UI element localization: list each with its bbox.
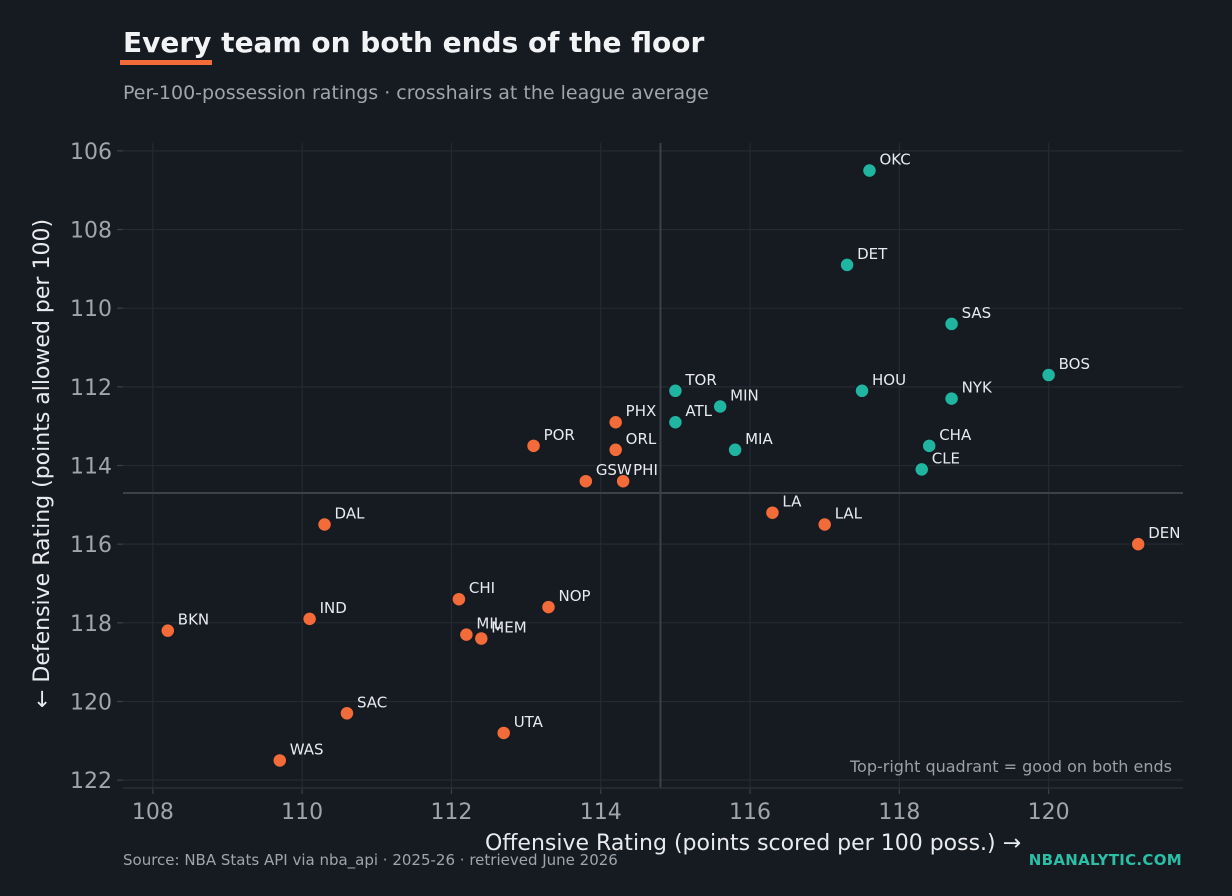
brand-link[interactable]: NBANALYTIC.COM <box>1028 851 1182 869</box>
team-point-uta[interactable] <box>495 725 512 741</box>
team-point-was[interactable] <box>272 752 288 769</box>
team-label-det: DET <box>857 245 888 263</box>
team-point-sac[interactable] <box>339 705 355 722</box>
x-tick-label: 108 <box>132 800 174 825</box>
team-point-por[interactable] <box>525 438 542 454</box>
team-point-cha[interactable] <box>921 438 937 454</box>
team-label-por: POR <box>544 426 575 444</box>
team-point-okc[interactable] <box>861 162 878 179</box>
team-label-mem: MEM <box>491 619 526 637</box>
y-tick-label: 116 <box>70 533 112 558</box>
team-label-phx: PHX <box>626 402 657 420</box>
x-tick-label: 116 <box>729 800 771 825</box>
y-tick-label: 114 <box>70 455 112 480</box>
team-point-min[interactable] <box>712 398 728 415</box>
team-point-cle[interactable] <box>913 461 930 478</box>
x-axis-label: Offensive Rating (points scored per 100 … <box>485 831 1021 856</box>
team-point-nyk[interactable] <box>943 390 960 407</box>
y-tick-label: 118 <box>70 612 112 637</box>
team-point-den[interactable] <box>1130 536 1146 552</box>
team-point-orl[interactable] <box>607 442 624 458</box>
team-label-bkn: BKN <box>178 611 209 629</box>
x-tick-label: 112 <box>430 800 472 825</box>
team-point-dal[interactable] <box>316 516 333 533</box>
team-label-den: DEN <box>1148 524 1180 542</box>
team-label-la: LA <box>782 493 802 511</box>
team-label-lal: LAL <box>835 504 863 522</box>
team-label-sac: SAC <box>357 693 387 711</box>
team-point-phx[interactable] <box>607 414 624 430</box>
team-label-bos: BOS <box>1059 355 1090 373</box>
y-axis-label: ← Defensive Rating (points allowed per 1… <box>30 219 55 708</box>
y-tick-label: 110 <box>70 297 112 322</box>
team-label-phi: PHI <box>633 461 658 479</box>
team-point-bkn[interactable] <box>160 622 176 639</box>
team-point-mia[interactable] <box>727 442 743 458</box>
team-point-lal[interactable] <box>816 516 833 533</box>
team-label-hou: HOU <box>872 371 906 389</box>
source-note: Source: NBA Stats API via nba_api · 2025… <box>123 851 618 869</box>
team-label-nop: NOP <box>558 587 590 605</box>
team-label-ind: IND <box>320 599 347 617</box>
team-label-sas: SAS <box>962 304 992 322</box>
team-label-cha: CHA <box>939 426 972 444</box>
team-point-mem[interactable] <box>473 630 490 647</box>
team-point-ind[interactable] <box>301 611 318 627</box>
y-tick-label: 122 <box>70 769 112 794</box>
team-label-orl: ORL <box>626 430 657 448</box>
team-label-cle: CLE <box>932 449 960 467</box>
y-tick-label: 108 <box>70 219 112 244</box>
team-point-tor[interactable] <box>667 383 684 399</box>
y-tick-label: 106 <box>70 140 112 165</box>
x-tick-label: 110 <box>281 800 323 825</box>
league-average-crosshairs <box>123 143 1183 788</box>
axes: 108 110 112 114 116 118 120 106 108 110 112 114 116 1… <box>70 140 1183 825</box>
team-points: OKC DET SAS BOS TOR HOU MIN NYK ATL MIA CHA CLE PHX P… <box>160 151 1180 769</box>
team-label-uta: UTA <box>514 713 544 731</box>
x-tick-label: 114 <box>580 800 622 825</box>
team-label-tor: TOR <box>684 371 716 389</box>
team-point-atl[interactable] <box>667 414 684 430</box>
quadrant-annotation: Top-right quadrant = good on both ends <box>849 757 1172 776</box>
team-label-okc: OKC <box>879 151 910 169</box>
team-point-la[interactable] <box>764 504 781 521</box>
x-tick-label: 120 <box>1028 800 1070 825</box>
team-point-nop[interactable] <box>540 599 557 615</box>
title-accent-bar <box>120 60 212 65</box>
team-label-min: MIN <box>730 387 759 405</box>
team-point-phi[interactable] <box>615 473 631 489</box>
chart-subtitle: Per-100-possession ratings · crosshairs … <box>123 82 709 104</box>
team-point-gsw[interactable] <box>578 473 594 489</box>
chart-title: Every team on both ends of the floor <box>123 26 705 59</box>
team-point-det[interactable] <box>839 257 855 273</box>
grid-lines <box>123 143 1183 788</box>
y-tick-label: 120 <box>70 690 112 715</box>
team-label-mia: MIA <box>745 430 773 448</box>
x-tick-label: 118 <box>878 800 920 825</box>
team-label-mil: MIL <box>476 615 502 633</box>
team-point-mil[interactable] <box>458 626 475 643</box>
team-label-dal: DAL <box>335 504 366 522</box>
team-point-bos[interactable] <box>1040 367 1057 383</box>
team-point-sas[interactable] <box>943 316 960 332</box>
team-label-was: WAS <box>290 740 324 758</box>
team-label-atl: ATL <box>685 402 712 420</box>
team-point-hou[interactable] <box>854 383 870 399</box>
y-tick-label: 112 <box>70 376 112 401</box>
team-label-chi: CHI <box>469 579 495 597</box>
team-point-chi[interactable] <box>451 591 467 607</box>
team-label-nyk: NYK <box>962 379 993 397</box>
